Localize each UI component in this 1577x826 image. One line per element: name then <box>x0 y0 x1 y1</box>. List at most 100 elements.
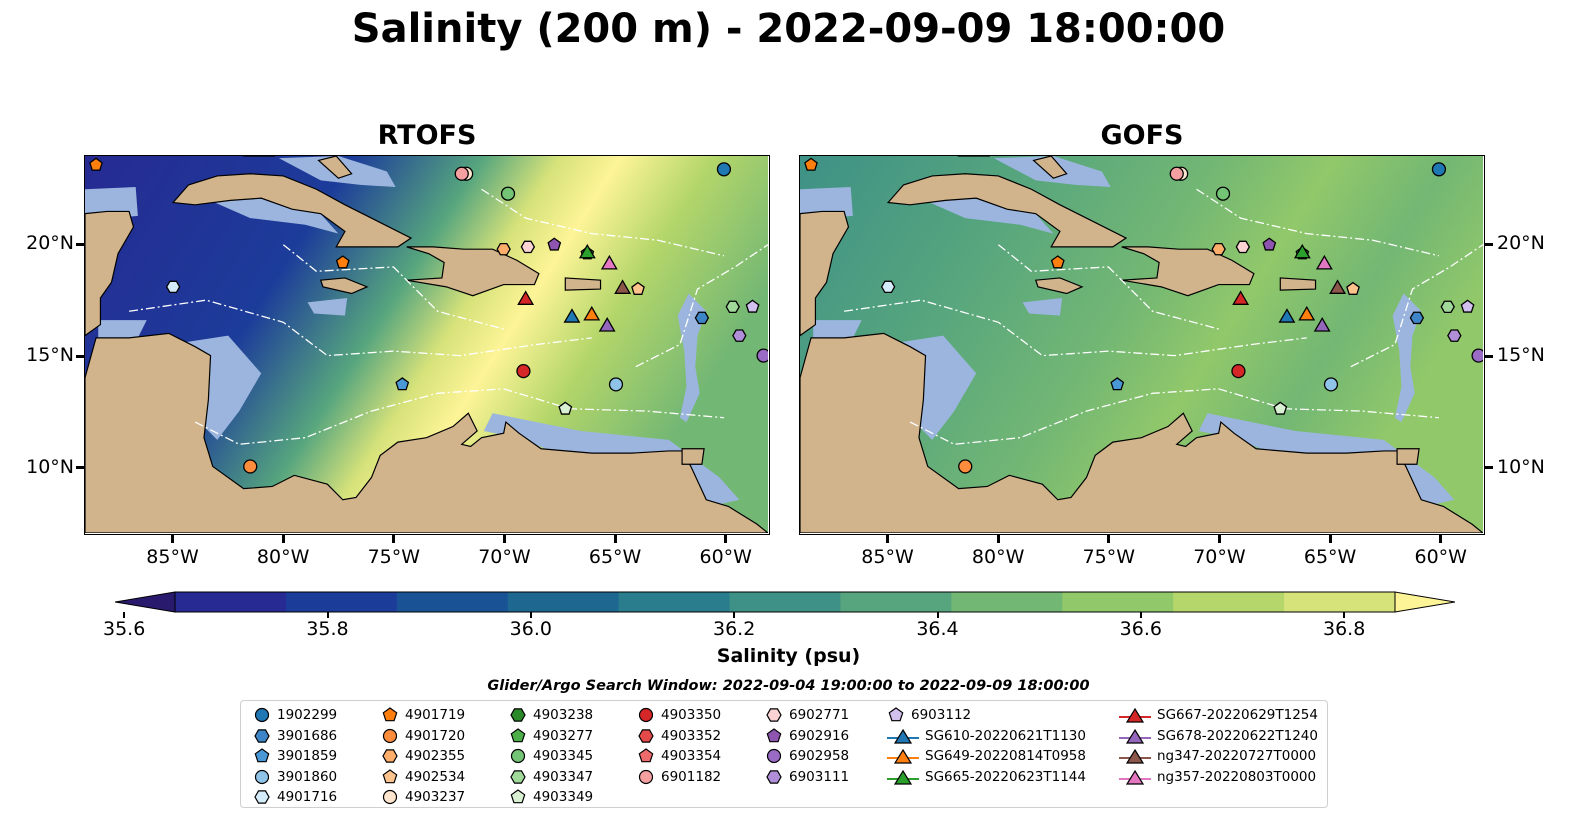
legend-label: 6902771 <box>789 707 850 723</box>
colorbar-segment <box>396 592 509 612</box>
rtofs-marker-4902534 <box>631 281 645 295</box>
colorbar-segment <box>1173 592 1285 612</box>
colorbar-tick-label: 35.6 <box>103 618 146 640</box>
lat-tick-label: 20°N <box>1497 232 1545 255</box>
lon-tick-label: 60°W <box>699 546 752 568</box>
legend-label: ng357-20220803T0000 <box>1157 768 1317 785</box>
legend-label: SG610-20220621T1130 <box>925 727 1086 744</box>
colorbar-tick-mark <box>123 612 126 618</box>
lat-tick-label: 20°N <box>26 232 74 255</box>
rtofs-central-america-land <box>85 332 768 533</box>
lon-tick-label: 85°W <box>146 546 199 568</box>
rtofs-marker-6902958 <box>756 348 768 363</box>
legend-marker-triangle-icon <box>1119 728 1151 744</box>
gofs-eez-line <box>909 388 1439 445</box>
lon-tick-label: 75°W <box>367 546 421 568</box>
rtofs-map-canvas <box>85 156 768 533</box>
rtofs-map[interactable] <box>84 155 770 535</box>
lon-tick-label: 65°W <box>588 546 642 568</box>
legend-label: 6903112 <box>911 707 972 723</box>
legend-marker-circle-icon <box>766 748 782 764</box>
gofs-marker-1902299 <box>1431 162 1447 177</box>
lat-tick-mark <box>1485 242 1493 246</box>
legend-item: SG610-20220621T1130 <box>887 726 1086 746</box>
gofs-marker-SG649-20220814T0958 <box>1298 305 1316 321</box>
lon-tick-label: 70°W <box>478 546 531 568</box>
colorbar-tick-mark <box>529 612 532 618</box>
legend-marker-circle-icon <box>254 769 270 784</box>
legend-item: 4903349 <box>509 787 593 807</box>
legend-label: 4903347 <box>533 768 594 785</box>
lon-tick-mark <box>1439 535 1443 543</box>
gofs-hispaniola-land <box>1121 246 1255 297</box>
legend-item: 6902958 <box>765 746 849 766</box>
gofs-bahamas-land <box>1032 156 1068 179</box>
rtofs-cuba-south-shelf <box>199 193 339 234</box>
lon-tick-label: 65°W <box>1303 546 1357 568</box>
legend-label: 6902958 <box>789 748 850 764</box>
legend-marker-triangle-icon <box>1119 707 1151 723</box>
gofs-panel-title: GOFS <box>1100 120 1184 151</box>
legend-marker-circle-icon <box>382 789 398 805</box>
lat-tick-mark <box>76 466 84 470</box>
legend-marker-circle-icon <box>382 728 398 743</box>
legend-marker-hexagon-icon <box>254 728 270 743</box>
lon-tick-label: 75°W <box>1082 546 1136 568</box>
gofs-marker-ng347-20220727T0000 <box>1329 279 1347 294</box>
gofs-marker-3901859 <box>1110 377 1125 391</box>
rtofs-marker-4903350 <box>516 364 531 379</box>
colorbar-segment <box>840 592 952 612</box>
legend-label: 4903349 <box>533 789 594 805</box>
legend-item: 6903111 <box>765 767 849 787</box>
rtofs-eez-line <box>194 388 724 445</box>
rtofs-cuba-land <box>171 173 413 248</box>
legend-marker-hexagon-icon <box>638 728 654 743</box>
legend-item: 4901720 <box>381 726 465 746</box>
gofs-yucatan-land <box>800 210 850 337</box>
legend-label: 4903277 <box>533 727 594 744</box>
gofs-puerto-rico-land <box>1279 277 1317 291</box>
rtofs-gulf-of-honduras-shelf <box>98 320 147 338</box>
legend-marker-triangle-icon <box>1119 769 1151 785</box>
gofs-eez-line <box>1196 188 1440 257</box>
gofs-cuba-land <box>886 173 1128 248</box>
gofs-marker-4901716 <box>880 280 896 294</box>
gofs-lesser-antilles-shelf <box>1392 293 1422 423</box>
legend-item: 6902916 <box>765 726 849 746</box>
rtofs-marker-6903112 <box>745 299 760 313</box>
rtofs-marker-3901686 <box>694 311 710 325</box>
figure-title: Salinity (200 m) - 2022-09-09 18:00:00 <box>351 6 1226 52</box>
rtofs-marker-3901860 <box>608 377 624 392</box>
lon-tick-mark <box>996 535 1000 543</box>
legend-marker-pentagon-icon <box>382 768 398 783</box>
colorbar-segment <box>507 592 620 612</box>
rtofs-marker-ng357-20220803T0000 <box>600 254 618 270</box>
legend-item: 4903350 <box>637 705 721 725</box>
rtofs-marker-1902299 <box>716 162 732 177</box>
rtofs-hispaniola-land <box>406 246 540 297</box>
gofs-marker-6903112 <box>1460 299 1475 313</box>
gofs-map[interactable] <box>799 155 1485 535</box>
rtofs-marker-6903111 <box>732 329 747 342</box>
rtofs-trinidad-land <box>681 448 705 465</box>
colorbar-segment <box>729 592 841 612</box>
gofs-marker-4903349 <box>1273 401 1288 415</box>
rtofs-marker-4903347 <box>725 300 740 314</box>
legend-label: 6903111 <box>789 768 850 785</box>
legend-item: 6903112 <box>887 705 971 725</box>
gofs-marker-6902771 <box>1235 240 1251 254</box>
rtofs-eez-line <box>635 244 768 368</box>
legend-item: SG667-20220629T1254 <box>1119 705 1318 725</box>
rtofs-lesser-antilles-shelf <box>677 293 707 423</box>
legend-item: 4903238 <box>509 705 593 725</box>
colorbar-extend-max <box>1394 591 1455 613</box>
gofs-eez-line <box>1350 244 1483 368</box>
rtofs-eez-line <box>129 299 592 357</box>
legend-label: SG678-20220622T1240 <box>1157 727 1318 744</box>
colorbar-segment <box>285 592 398 612</box>
colorbar-tick-label: 36.0 <box>509 618 552 640</box>
gofs-marker-3901686 <box>1409 311 1425 325</box>
rtofs-venezuela-shelf <box>483 413 740 507</box>
legend-item: SG678-20220622T1240 <box>1119 726 1318 746</box>
legend-marker-circle-icon <box>638 769 654 784</box>
